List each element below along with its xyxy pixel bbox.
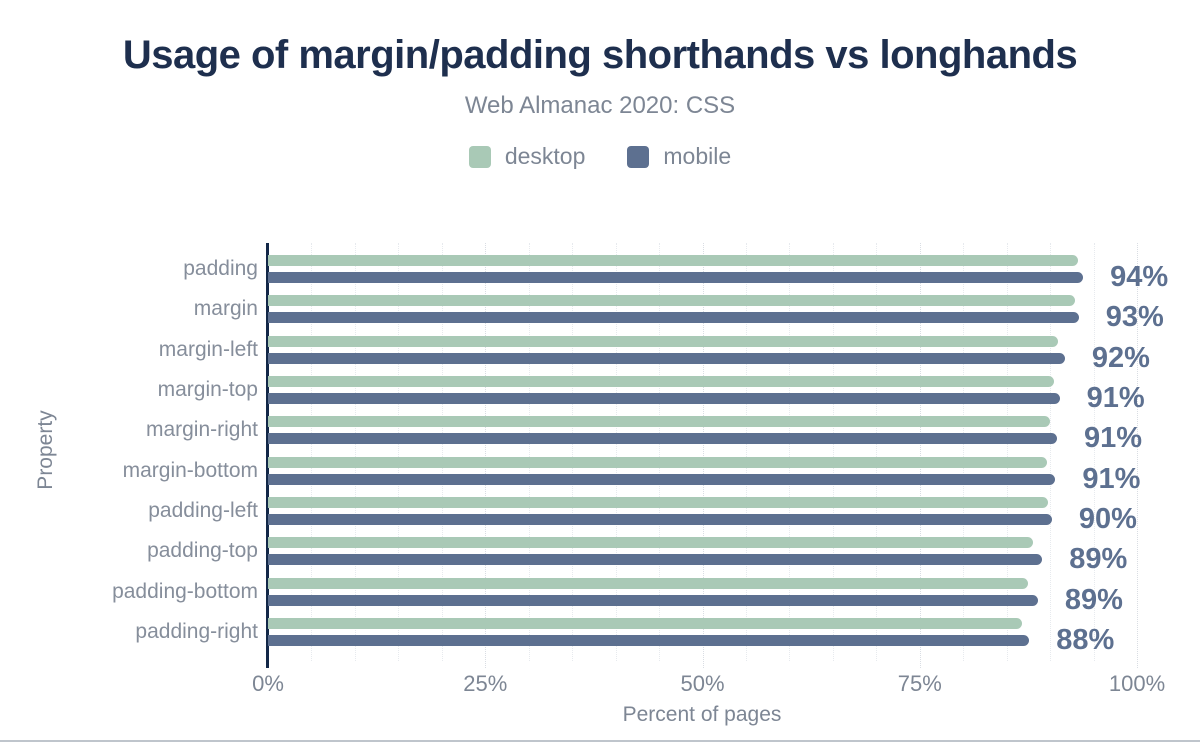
- x-axis-tick-label: 100%: [1108, 671, 1166, 696]
- legend-label-mobile: mobile: [663, 143, 732, 169]
- mobile-bar[interactable]: [268, 393, 1060, 405]
- x-axis-title: Percent of pages: [622, 703, 782, 726]
- category-label: padding: [183, 257, 258, 280]
- value-label: 91%: [1084, 422, 1143, 455]
- gridline: [311, 243, 313, 661]
- gridline: [398, 243, 400, 661]
- legend-label-desktop: desktop: [504, 143, 586, 169]
- desktop-bar[interactable]: [268, 255, 1078, 266]
- mobile-bar[interactable]: [268, 635, 1030, 647]
- category-label: padding-bottom: [112, 579, 258, 603]
- gridline: [1093, 243, 1095, 661]
- gridline: [659, 243, 661, 661]
- category-label: margin-bottom: [122, 458, 258, 482]
- gridline: [1006, 243, 1008, 661]
- value-label: 94%: [1110, 261, 1169, 293]
- gridline: [919, 243, 921, 668]
- x-axis-tick-label: 0%: [252, 671, 284, 696]
- gridline: [528, 243, 530, 661]
- value-label: 92%: [1091, 341, 1150, 374]
- x-axis-tick-label: 50%: [680, 671, 725, 696]
- mobile-bar[interactable]: [268, 473, 1056, 485]
- chart-subtitle: Web Almanac 2020: CSS: [464, 92, 736, 119]
- chart-legend: desktop mobile: [0, 143, 1200, 170]
- gridline: [963, 243, 965, 661]
- mobile-bar[interactable]: [268, 433, 1058, 445]
- desktop-bar[interactable]: [268, 416, 1051, 428]
- figure-bottom-border: [0, 740, 1200, 742]
- mobile-bar[interactable]: [268, 352, 1065, 364]
- gridline: [789, 243, 791, 661]
- value-label: 89%: [1069, 543, 1128, 576]
- mobile-bar[interactable]: [268, 514, 1052, 526]
- y-axis-title: Property: [34, 410, 57, 490]
- value-label: 89%: [1064, 583, 1123, 616]
- category-label: margin: [193, 297, 258, 321]
- category-label: padding-top: [147, 539, 258, 563]
- gridline: [572, 243, 574, 661]
- mobile-bar[interactable]: [268, 272, 1084, 283]
- gridline: [745, 243, 747, 661]
- desktop-bar[interactable]: [268, 577, 1029, 589]
- desktop-bar[interactable]: [268, 618, 1023, 630]
- gridline: [354, 243, 356, 661]
- gridline: [876, 243, 878, 661]
- category-label: padding-left: [148, 499, 258, 523]
- category-label: margin-left: [158, 337, 258, 361]
- desktop-bar[interactable]: [268, 376, 1054, 388]
- desktop-swatch-icon: [468, 145, 491, 168]
- gridline: [485, 243, 487, 668]
- desktop-bar[interactable]: [268, 295, 1076, 307]
- gridline: [441, 243, 443, 661]
- desktop-bar[interactable]: [268, 456, 1048, 468]
- category-label: margin-right: [145, 418, 258, 442]
- mobile-bar[interactable]: [268, 312, 1079, 324]
- value-label: 91%: [1082, 462, 1141, 495]
- gridline: [1050, 243, 1052, 661]
- mobile-swatch-icon: [627, 145, 650, 168]
- mobile-bar[interactable]: [268, 594, 1038, 606]
- category-label: padding-right: [135, 620, 258, 644]
- value-label: 88%: [1056, 624, 1115, 657]
- mobile-bar[interactable]: [268, 554, 1043, 566]
- value-label: 91%: [1086, 382, 1145, 415]
- value-label: 93%: [1105, 301, 1164, 334]
- legend-item-desktop[interactable]: desktop: [468, 143, 586, 170]
- legend-item-mobile[interactable]: mobile: [627, 143, 731, 170]
- category-label: margin-top: [157, 378, 258, 402]
- desktop-bar[interactable]: [268, 335, 1058, 347]
- gridline: [832, 243, 834, 661]
- chart-title: Usage of margin/padding shorthands vs lo…: [122, 33, 1078, 77]
- value-label: 90%: [1078, 503, 1137, 536]
- x-axis-tick-label: 25%: [463, 671, 508, 696]
- gridline: [1137, 243, 1138, 668]
- y-axis-line: [266, 243, 269, 668]
- desktop-bar[interactable]: [268, 497, 1049, 509]
- desktop-bar[interactable]: [268, 537, 1033, 549]
- gridline: [702, 243, 704, 668]
- x-axis-tick-label: 75%: [897, 671, 942, 696]
- gridline: [615, 243, 617, 661]
